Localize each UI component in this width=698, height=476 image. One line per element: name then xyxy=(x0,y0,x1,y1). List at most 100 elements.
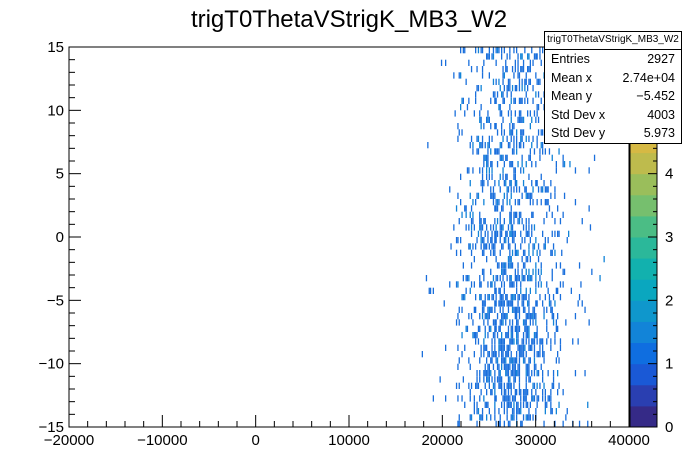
heatmap-cell xyxy=(496,199,499,206)
heatmap-cell xyxy=(536,338,538,345)
heatmap-cell xyxy=(525,72,527,79)
heatmap-cell xyxy=(479,370,481,377)
heatmap-cell xyxy=(520,110,522,117)
heatmap-cell xyxy=(554,186,556,193)
heatmap-cell xyxy=(486,161,488,168)
heatmap-cell xyxy=(502,351,504,358)
heatmap-cell xyxy=(486,357,488,364)
heatmap-cell xyxy=(483,306,485,313)
heatmap-cell xyxy=(510,401,512,408)
heatmap-cell xyxy=(462,97,464,104)
heatmap-cell xyxy=(465,325,467,332)
heatmap-cell xyxy=(521,268,523,275)
heatmap-cell xyxy=(520,408,522,415)
heatmap-cell xyxy=(503,192,505,199)
heatmap-cell xyxy=(513,211,515,218)
heatmap-cell xyxy=(514,306,516,313)
heatmap-cell xyxy=(494,237,496,244)
heatmap-cell xyxy=(510,211,512,218)
z-tick-label: 1 xyxy=(665,356,673,373)
heatmap-cell xyxy=(524,186,526,193)
heatmap-cell xyxy=(510,205,512,212)
heatmap-cell xyxy=(457,237,459,244)
heatmap-cell xyxy=(510,110,512,117)
heatmap-cell xyxy=(509,357,511,364)
heatmap-cell xyxy=(483,351,485,358)
heatmap-cell xyxy=(506,370,508,377)
heatmap-cell xyxy=(509,363,511,370)
heatmap-cell xyxy=(535,116,537,123)
heatmap-cell xyxy=(505,180,507,187)
heatmap-cell xyxy=(483,218,485,225)
heatmap-cell xyxy=(533,110,536,117)
heatmap-cell xyxy=(525,135,527,142)
heatmap-cell xyxy=(510,351,512,358)
heatmap-cell xyxy=(522,66,525,73)
heatmap-cell xyxy=(506,173,508,180)
heatmap-cell xyxy=(507,85,510,92)
heatmap-cell xyxy=(518,275,521,282)
heatmap-cell xyxy=(533,370,536,377)
heatmap-cell xyxy=(525,338,527,345)
heatmap-cell xyxy=(517,319,519,326)
heatmap-cell xyxy=(503,281,505,288)
heatmap-cell xyxy=(522,262,525,269)
heatmap-cell xyxy=(531,230,533,237)
heatmap-cell xyxy=(516,325,518,332)
heatmap-cell xyxy=(440,59,443,66)
heatmap-cell xyxy=(529,287,531,294)
heatmap-cell xyxy=(432,287,434,294)
heatmap-cell xyxy=(507,237,510,244)
heatmap-cell xyxy=(465,78,467,85)
heatmap-cell xyxy=(529,313,531,320)
heatmap-cell xyxy=(529,319,531,326)
heatmap-cell xyxy=(510,325,512,332)
heatmap-cell xyxy=(509,53,511,60)
heatmap-cell xyxy=(501,47,503,54)
heatmap-cell xyxy=(536,332,538,339)
heatmap-cell xyxy=(499,142,501,149)
heatmap-cell xyxy=(458,129,460,136)
heatmap-cell xyxy=(494,123,496,130)
heatmap-cell xyxy=(461,129,463,136)
heatmap-cell xyxy=(483,123,485,130)
heatmap-cell xyxy=(522,319,525,326)
heatmap-cell xyxy=(503,85,505,92)
heatmap-cell xyxy=(464,401,466,408)
heatmap-cell xyxy=(503,313,505,320)
heatmap-cell xyxy=(483,199,485,206)
heatmap-cell xyxy=(563,192,566,199)
heatmap-cell xyxy=(521,154,523,161)
heatmap-cell xyxy=(499,224,501,231)
heatmap-cell xyxy=(565,414,567,421)
heatmap-cell xyxy=(516,338,518,345)
heatmap-cell xyxy=(455,205,458,212)
heatmap-cell xyxy=(588,319,590,326)
heatmap-cell xyxy=(476,376,478,383)
heatmap-cell xyxy=(473,256,475,263)
heatmap-cell xyxy=(518,389,521,396)
heatmap-cell xyxy=(518,97,521,104)
heatmap-cell xyxy=(480,142,482,149)
heatmap-cell xyxy=(544,401,546,408)
heatmap-cell xyxy=(518,85,521,92)
heatmap-cell xyxy=(536,401,538,408)
heatmap-cell xyxy=(486,53,488,60)
heatmap-cell xyxy=(555,357,557,364)
heatmap-cell xyxy=(559,281,562,288)
heatmap-cell xyxy=(542,129,544,136)
heatmap-cell xyxy=(513,306,515,313)
heatmap-cell xyxy=(505,66,507,73)
heatmap-cell xyxy=(547,287,549,294)
heatmap-cell xyxy=(507,256,510,263)
heatmap-cell xyxy=(521,161,523,168)
heatmap-cell xyxy=(476,85,478,92)
heatmap-cell xyxy=(468,97,470,104)
heatmap-cell xyxy=(505,395,507,402)
heatmap-cell xyxy=(520,344,522,351)
heatmap-cell xyxy=(535,180,537,187)
heatmap-cell xyxy=(462,47,464,54)
heatmap-cell xyxy=(501,357,503,364)
heatmap-cell xyxy=(524,294,526,301)
heatmap-cell xyxy=(479,376,481,383)
